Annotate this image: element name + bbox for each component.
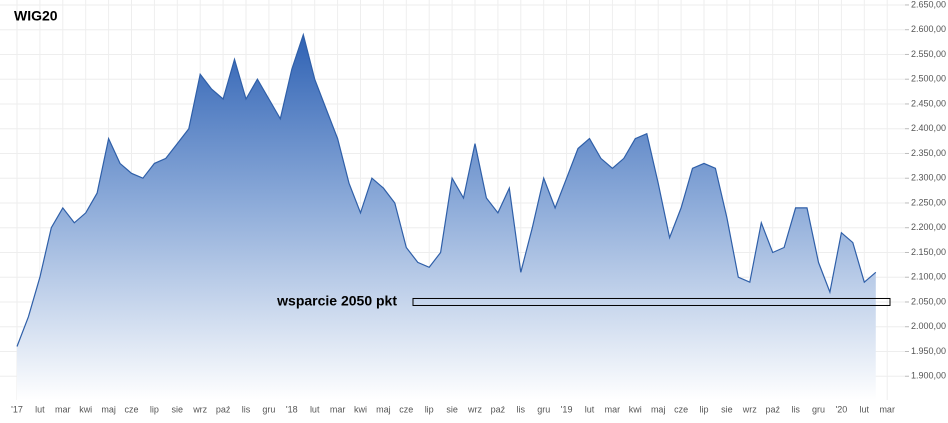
x-tick-label: wrz <box>467 404 482 414</box>
plot <box>16 32 891 400</box>
line <box>16 32 877 347</box>
y-tick-label: 2.550,00 <box>911 49 946 59</box>
x-tick-label: '19 <box>561 404 573 414</box>
y-tick-label: 2.200,00 <box>911 222 946 232</box>
x-tick-label: gru <box>537 404 550 414</box>
y-tick-label: 2.100,00 <box>911 272 946 282</box>
x-tick-label: lip <box>425 404 434 414</box>
x-tick-label: maj <box>101 404 116 414</box>
x-tick-label: cze <box>124 404 138 414</box>
y-tick-label: 2.300,00 <box>911 173 946 183</box>
x-tick-label: cze <box>674 404 688 414</box>
x-tick-label: lip <box>150 404 159 414</box>
y-tick-label: 1.900,00 <box>911 371 946 381</box>
y-tick-label: 2.600,00 <box>911 24 946 34</box>
x-tick-label: mar <box>330 404 346 414</box>
x-tick-label: lis <box>242 404 251 414</box>
x-tick-label: lis <box>517 404 526 414</box>
x-tick-label: wrz <box>192 404 207 414</box>
x-tick-label: sie <box>721 404 733 414</box>
x-tick-label: mar <box>55 404 71 414</box>
y-tick-label: 2.050,00 <box>911 296 946 306</box>
x-tick-label: '18 <box>286 404 298 414</box>
x-tick-label: sie <box>446 404 458 414</box>
x-tick-label: lut <box>860 404 870 414</box>
x-tick-label: '17 <box>11 404 23 414</box>
x-tick-label: mar <box>605 404 621 414</box>
y-tick-label: 2.400,00 <box>911 123 946 133</box>
y-tick-label: 2.500,00 <box>911 74 946 84</box>
x-tick-label: paź <box>216 404 231 414</box>
x-tick-label: '20 <box>836 404 848 414</box>
y-tick-label: 2.150,00 <box>911 247 946 257</box>
x-tick-label: cze <box>399 404 413 414</box>
x-tick-label: maj <box>376 404 391 414</box>
x-tick-label: wrz <box>742 404 757 414</box>
y-tick-label: 1.950,00 <box>911 346 946 356</box>
y-tick-label: 2.000,00 <box>911 321 946 331</box>
x-tick-label: paź <box>491 404 506 414</box>
y-tick-label: 2.250,00 <box>911 197 946 207</box>
x-tick-label: paź <box>765 404 780 414</box>
x-tick-label: mar <box>879 404 895 414</box>
x-tick-label: sie <box>172 404 184 414</box>
x-tick-label: gru <box>812 404 825 414</box>
x-tick-label: gru <box>262 404 275 414</box>
y-tick-label: 2.350,00 <box>911 148 946 158</box>
annotation: wsparcie 2050 pkt <box>276 293 397 309</box>
x-tick-label: kwi <box>354 404 367 414</box>
x-tick-label: lut <box>310 404 320 414</box>
x-tick-label: kwi <box>79 404 92 414</box>
chart-title: WIG20 <box>14 8 58 24</box>
y-tick-label: 2.450,00 <box>911 98 946 108</box>
x-tick-label: lis <box>791 404 800 414</box>
x-tick-label: kwi <box>629 404 642 414</box>
x-tick-label: lut <box>35 404 45 414</box>
x-tick-label: lip <box>699 404 708 414</box>
x-tick-label: lut <box>585 404 595 414</box>
support-box <box>412 297 891 306</box>
y-tick-label: 2.650,00 <box>911 0 946 9</box>
x-tick-label: maj <box>651 404 666 414</box>
